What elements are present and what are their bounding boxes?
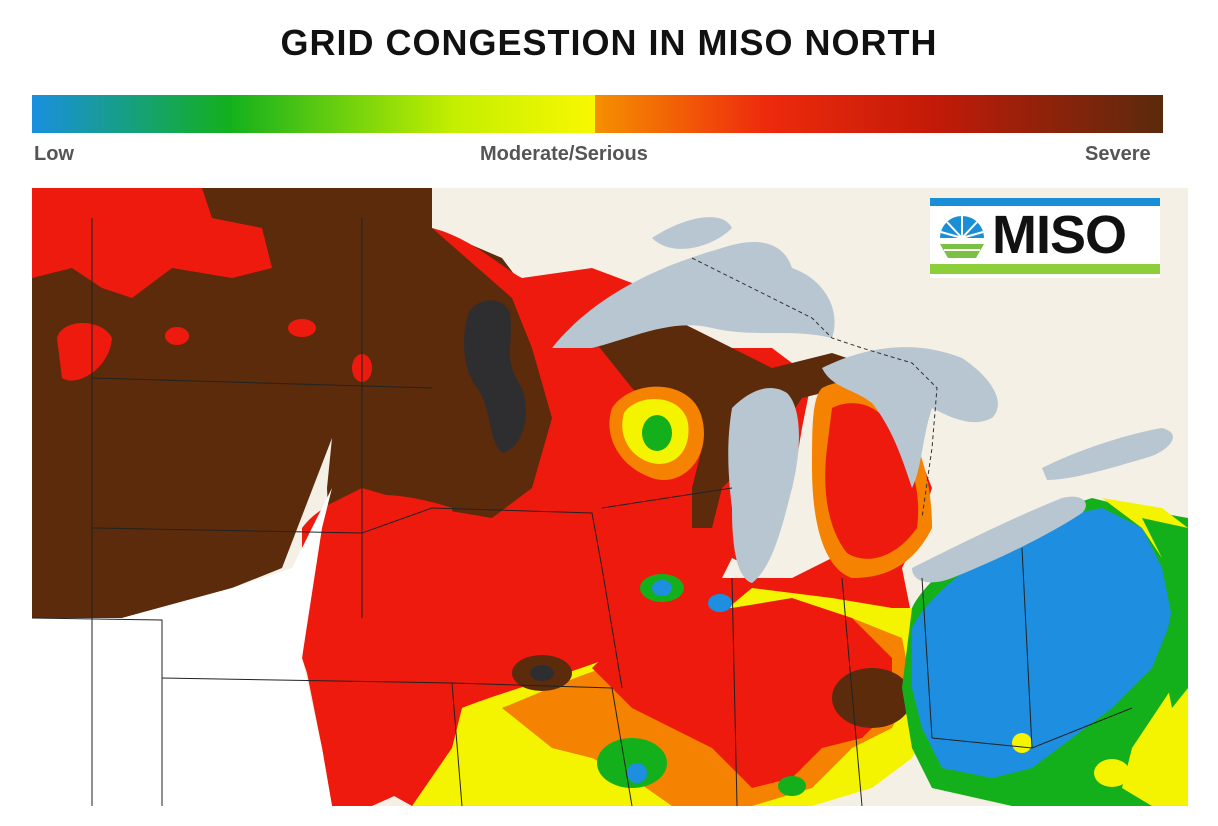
state-boundaries: [32, 218, 1133, 806]
miso-logo-mark: [930, 198, 1160, 274]
low-spot-missouri: [597, 738, 667, 788]
lake-michigan: [728, 388, 799, 583]
lake-huron: [822, 347, 998, 488]
low-spot-illinois-blue: [652, 580, 672, 596]
lake-ontario: [1042, 428, 1173, 480]
red-region-illinois: [592, 598, 892, 788]
lake-erie: [912, 496, 1086, 583]
map-title: GRID CONGESTION IN MISO NORTH: [280, 22, 938, 63]
red-region-southwest: [302, 494, 462, 806]
low-region-ohio-blue: [912, 508, 1172, 778]
low-spot-wisconsin: [642, 415, 672, 451]
red-spot-nd-2: [288, 319, 316, 337]
severe-region-upper-michigan: [592, 308, 862, 528]
red-spot-nd-1: [165, 327, 189, 345]
miso-logo: MISO: [930, 198, 1160, 278]
red-spot-montana: [57, 323, 112, 381]
congestion-map: [32, 188, 1188, 806]
low-spot-missouri-blue: [627, 763, 647, 783]
moderate-spot-wv: [1094, 759, 1130, 787]
lake-superior: [552, 217, 835, 348]
scale-high-segment: [595, 95, 1163, 133]
scale-label-severe: Severe: [1085, 143, 1151, 165]
no-data-region: [32, 488, 332, 806]
low-region-east-green: [1142, 518, 1188, 708]
extreme-spot-iowa: [530, 665, 554, 681]
severe-spot-indiana: [832, 668, 912, 728]
congestion-color-scale: [32, 95, 1163, 133]
red-core-michigan: [825, 403, 919, 559]
moderate-region-east: [1102, 498, 1188, 806]
moderate-spot-ohio: [1012, 733, 1032, 753]
low-spot-kentucky: [778, 776, 806, 796]
scale-label-moderate: Moderate/Serious: [480, 143, 648, 165]
low-spot-indiana-blue: [708, 594, 732, 612]
scale-low-segment: [32, 95, 595, 133]
scale-label-low: Low: [34, 143, 74, 165]
extreme-region-minnesota: [464, 300, 526, 453]
miso-logo-text: MISO: [992, 205, 1127, 265]
